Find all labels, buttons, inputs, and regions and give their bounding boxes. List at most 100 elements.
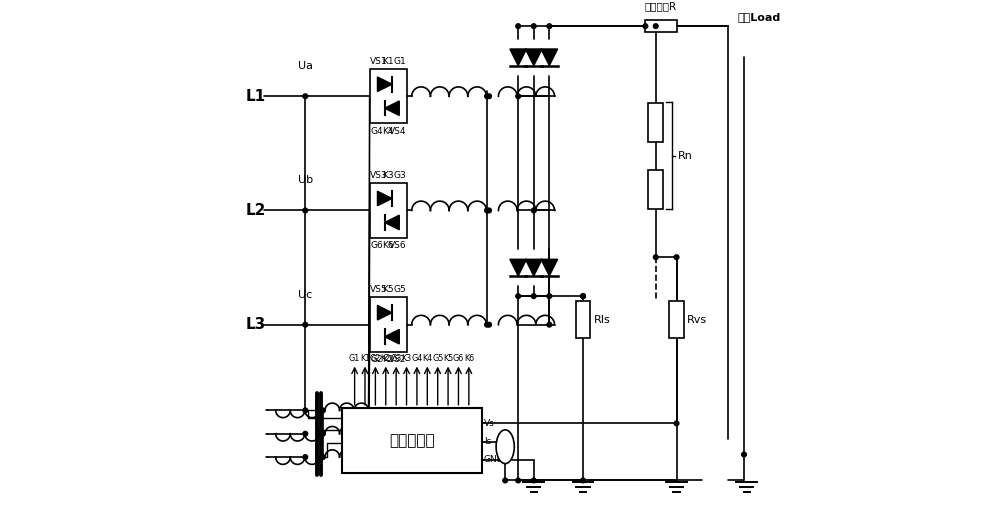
Polygon shape (510, 259, 526, 276)
Text: K4: K4 (422, 353, 432, 362)
Text: VS1: VS1 (370, 57, 388, 66)
Text: K2: K2 (381, 353, 391, 362)
Text: G4: G4 (411, 353, 423, 362)
Circle shape (581, 294, 585, 299)
Text: 微机控制器: 微机控制器 (389, 433, 435, 448)
Text: K1: K1 (360, 353, 370, 362)
Polygon shape (510, 49, 526, 66)
Text: GND: GND (484, 455, 505, 464)
Circle shape (303, 408, 308, 413)
Text: K3: K3 (401, 353, 412, 362)
Text: Is: Is (484, 437, 491, 446)
Circle shape (516, 94, 521, 99)
Text: Rvs: Rvs (687, 314, 707, 325)
Circle shape (303, 323, 308, 327)
Circle shape (516, 478, 521, 483)
Text: K1: K1 (383, 57, 394, 66)
Circle shape (653, 24, 658, 29)
Circle shape (303, 94, 308, 99)
Circle shape (547, 24, 552, 29)
Bar (669, 301, 684, 338)
Text: VS6: VS6 (389, 241, 407, 250)
Text: RIs: RIs (593, 314, 610, 325)
Polygon shape (385, 101, 399, 115)
Text: G3: G3 (391, 353, 402, 362)
Circle shape (503, 478, 508, 483)
Polygon shape (525, 259, 542, 276)
Circle shape (321, 408, 325, 413)
Circle shape (321, 431, 325, 436)
Polygon shape (525, 49, 542, 66)
Circle shape (531, 294, 536, 299)
Circle shape (547, 323, 552, 327)
Polygon shape (541, 49, 558, 66)
Text: G2: G2 (370, 355, 383, 364)
Polygon shape (377, 305, 392, 320)
Bar (370, 298, 407, 352)
Circle shape (531, 478, 536, 483)
Bar (645, 20, 677, 32)
Circle shape (531, 208, 536, 213)
Text: G1: G1 (394, 57, 407, 66)
Text: Uc: Uc (298, 290, 312, 300)
Bar (342, 408, 482, 473)
Polygon shape (385, 215, 399, 230)
Polygon shape (377, 77, 392, 91)
Circle shape (653, 255, 658, 259)
Circle shape (531, 24, 536, 29)
Text: 阻尼电阻R: 阻尼电阻R (645, 2, 677, 11)
Polygon shape (385, 329, 399, 344)
Text: G6: G6 (370, 241, 383, 250)
Circle shape (581, 478, 585, 483)
Text: Ub: Ub (298, 175, 313, 185)
Text: G2: G2 (370, 353, 381, 362)
Text: VS3: VS3 (370, 171, 388, 180)
Text: G3: G3 (394, 171, 407, 180)
Bar (648, 170, 663, 209)
Circle shape (487, 94, 491, 99)
Text: VS5: VS5 (370, 285, 388, 294)
Text: G4: G4 (370, 127, 383, 136)
Circle shape (643, 24, 648, 29)
Bar (370, 183, 407, 238)
Text: VS2: VS2 (389, 355, 407, 364)
Circle shape (485, 323, 489, 327)
Text: K5: K5 (383, 285, 394, 294)
Text: L3: L3 (246, 317, 266, 332)
Circle shape (487, 208, 491, 213)
Circle shape (674, 421, 679, 425)
Circle shape (487, 323, 491, 327)
Text: Ua: Ua (298, 61, 313, 71)
Text: Rn: Rn (678, 151, 692, 161)
Circle shape (742, 452, 746, 457)
Text: G6: G6 (453, 353, 464, 362)
Text: K4: K4 (383, 127, 394, 136)
Polygon shape (541, 259, 558, 276)
Circle shape (303, 208, 308, 213)
Circle shape (516, 24, 521, 29)
Text: 负载Load: 负载Load (738, 12, 781, 22)
Text: Vs: Vs (484, 419, 495, 428)
Circle shape (303, 431, 308, 436)
Circle shape (485, 208, 489, 213)
Text: G5: G5 (394, 285, 407, 294)
Circle shape (581, 294, 585, 299)
Text: K6: K6 (383, 241, 394, 250)
Text: K2: K2 (383, 355, 394, 364)
Text: G1: G1 (349, 353, 360, 362)
Circle shape (303, 455, 308, 459)
Ellipse shape (496, 430, 514, 464)
Text: G5: G5 (432, 353, 443, 362)
Circle shape (485, 94, 489, 99)
Text: L2: L2 (246, 203, 266, 218)
Circle shape (547, 294, 552, 299)
Circle shape (674, 255, 679, 259)
Polygon shape (377, 191, 392, 206)
Text: L1: L1 (246, 89, 266, 104)
Bar (370, 69, 407, 124)
Text: K5: K5 (443, 353, 453, 362)
Circle shape (321, 455, 325, 459)
Text: K6: K6 (464, 353, 474, 362)
Bar (648, 103, 663, 141)
Bar (576, 301, 590, 338)
